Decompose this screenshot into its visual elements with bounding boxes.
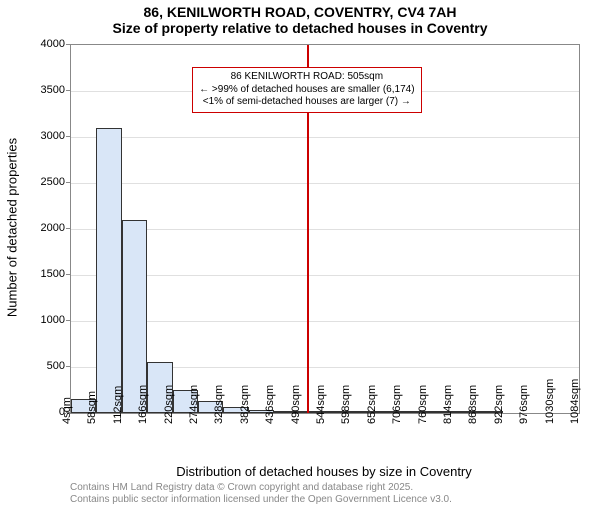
- y-tick-mark: [66, 44, 70, 45]
- annotation-line: ← >99% of detached houses are smaller (6…: [199, 84, 414, 97]
- histogram-bar: [96, 128, 121, 413]
- chart-container: 86, KENILWORTH ROAD, COVENTRY, CV4 7AH S…: [0, 0, 600, 500]
- y-tick-label: 500: [47, 360, 65, 372]
- y-tick-mark: [66, 90, 70, 91]
- title-line-2: Size of property relative to detached ho…: [0, 20, 600, 36]
- y-tick-label: 4000: [41, 38, 65, 50]
- y-axis-label: Number of detached properties: [5, 44, 20, 412]
- y-tick-mark: [66, 366, 70, 367]
- y-tick-mark: [66, 274, 70, 275]
- y-tick-mark: [66, 182, 70, 183]
- title-line-1: 86, KENILWORTH ROAD, COVENTRY, CV4 7AH: [0, 4, 600, 20]
- y-tick-label: 3500: [41, 84, 65, 96]
- gridline: [71, 137, 579, 138]
- gridline: [71, 229, 579, 230]
- y-tick-label: 2500: [41, 176, 65, 188]
- y-tick-label: 3000: [41, 130, 65, 142]
- y-tick-label: 1000: [41, 314, 65, 326]
- x-axis-label: Distribution of detached houses by size …: [70, 464, 578, 479]
- annotation-line: <1% of semi-detached houses are larger (…: [199, 96, 414, 109]
- gridline: [71, 275, 579, 276]
- y-tick-mark: [66, 228, 70, 229]
- annotation-box: 86 KENILWORTH ROAD: 505sqm← >99% of deta…: [192, 67, 421, 113]
- y-tick-label: 1500: [41, 268, 65, 280]
- y-tick-label: 2000: [41, 222, 65, 234]
- chart-titles: 86, KENILWORTH ROAD, COVENTRY, CV4 7AH S…: [0, 4, 600, 36]
- plot-area: 86 KENILWORTH ROAD: 505sqm← >99% of deta…: [70, 44, 580, 414]
- y-tick-mark: [66, 320, 70, 321]
- footer-line-1: Contains HM Land Registry data © Crown c…: [70, 482, 413, 493]
- y-tick-mark: [66, 136, 70, 137]
- gridline: [71, 321, 579, 322]
- annotation-line: 86 KENILWORTH ROAD: 505sqm: [199, 71, 414, 84]
- gridline: [71, 183, 579, 184]
